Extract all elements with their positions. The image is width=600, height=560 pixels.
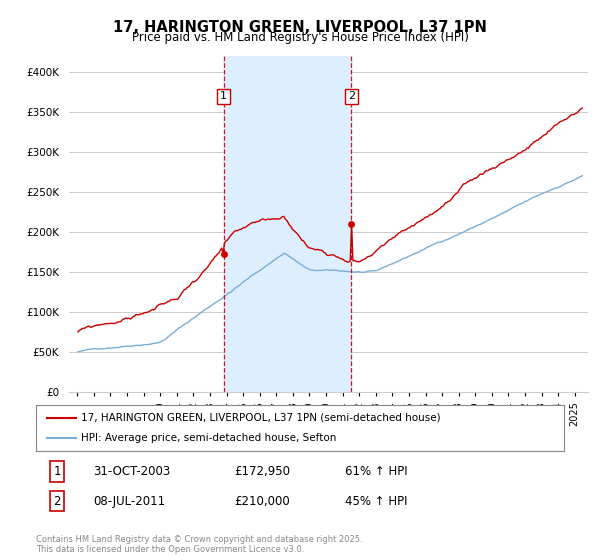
Text: £210,000: £210,000 (234, 494, 290, 508)
Text: 2: 2 (347, 91, 355, 101)
Bar (224, 56, 351, 392)
Text: Contains HM Land Registry data © Crown copyright and database right 2025.
This d: Contains HM Land Registry data © Crown c… (36, 535, 362, 554)
Text: 17, HARINGTON GREEN, LIVERPOOL, L37 1PN (semi-detached house): 17, HARINGTON GREEN, LIVERPOOL, L37 1PN … (81, 413, 440, 423)
Text: 2: 2 (53, 494, 61, 508)
Text: 1: 1 (53, 465, 61, 478)
Text: 17, HARINGTON GREEN, LIVERPOOL, L37 1PN: 17, HARINGTON GREEN, LIVERPOOL, L37 1PN (113, 20, 487, 35)
Text: 31-OCT-2003: 31-OCT-2003 (93, 465, 170, 478)
Text: 1: 1 (220, 91, 227, 101)
Text: 45% ↑ HPI: 45% ↑ HPI (345, 494, 407, 508)
Text: £172,950: £172,950 (234, 465, 290, 478)
Text: Price paid vs. HM Land Registry's House Price Index (HPI): Price paid vs. HM Land Registry's House … (131, 31, 469, 44)
Text: 61% ↑ HPI: 61% ↑ HPI (345, 465, 407, 478)
Text: HPI: Average price, semi-detached house, Sefton: HPI: Average price, semi-detached house,… (81, 433, 336, 443)
Text: 08-JUL-2011: 08-JUL-2011 (93, 494, 165, 508)
